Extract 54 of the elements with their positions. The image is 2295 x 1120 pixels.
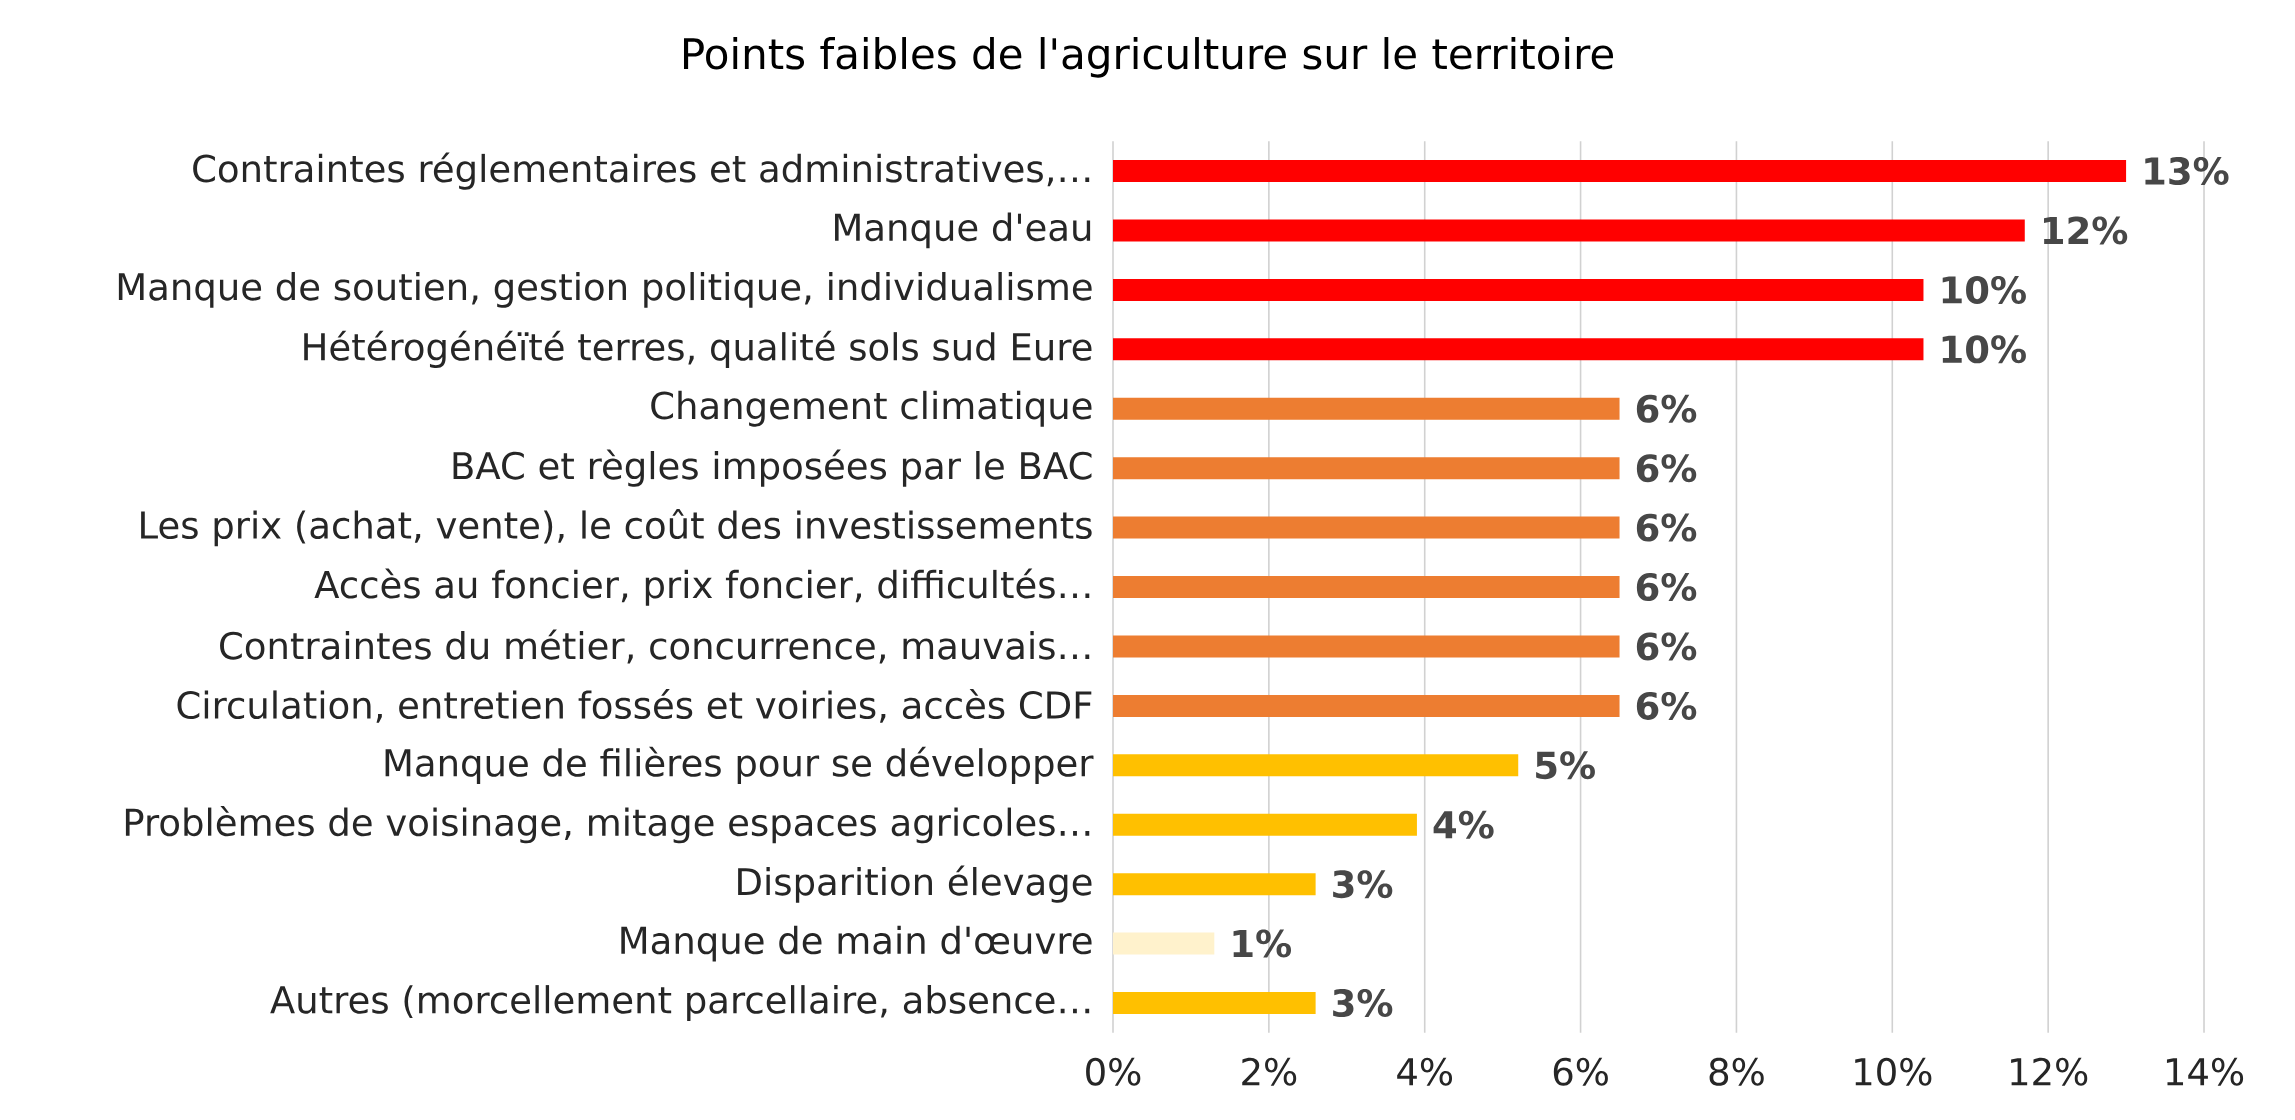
data-label: 3% (1333, 989, 1393, 1018)
bar (1113, 576, 1620, 599)
bar (1113, 813, 1417, 836)
data-label: 6% (1636, 394, 1697, 423)
data-label: 6% (1636, 454, 1697, 483)
bar (1113, 932, 1215, 955)
x-tick-label: 14% (2166, 1057, 2244, 1086)
data-label: 3% (1333, 870, 1393, 899)
data-label: 6% (1636, 513, 1697, 542)
data-label: 1% (1233, 929, 1292, 958)
bar (1113, 635, 1620, 658)
data-label: 10% (1942, 275, 2026, 304)
y-tick-label: Manque de soutien, gestion politique, individualisme (118, 271, 1092, 308)
data-label: 10% (1942, 335, 2026, 364)
bar (1113, 992, 1316, 1015)
y-tick-label: BAC et règles imposées par le BAC (453, 449, 1092, 487)
bar (1113, 457, 1620, 480)
y-tick-label: Disparition élevage (738, 865, 1092, 903)
y-tick-label: Accès au foncier, prix foncier, difficultés… (314, 568, 1090, 606)
x-tick-label: 12% (2011, 1057, 2088, 1086)
data-label: 13% (2145, 157, 2229, 186)
bar (1113, 873, 1316, 896)
x-tick-label: 10% (1855, 1057, 1932, 1086)
bar (1113, 694, 1620, 717)
bar (1113, 278, 1924, 301)
bar (1113, 338, 1924, 361)
data-label: 5% (1536, 751, 1595, 780)
y-tick-label: Circulation, entretien fossés et voiries, accès CDF (177, 688, 1092, 723)
bar (1113, 516, 1620, 539)
bar (1113, 160, 2127, 183)
y-tick-label: Problèmes de voisinage, mitage espaces agricoles… (125, 806, 1090, 844)
y-tick-label: Autres (morcellement parcellaire, absence… (270, 985, 1090, 1021)
bar (1113, 397, 1620, 420)
x-tick-label: 0% (1086, 1057, 1141, 1086)
data-label: 6% (1636, 573, 1697, 602)
data-label: 4% (1433, 810, 1494, 839)
bar (1113, 219, 2025, 242)
y-tick-label: Contraintes réglementaires et administratives,… (193, 152, 1090, 190)
bar (1113, 754, 1519, 777)
y-tick-label: Manque de main d'œuvre (621, 925, 1092, 962)
y-tick-label: Changement climatique (651, 390, 1092, 427)
data-label: 6% (1636, 632, 1697, 661)
y-tick-label: Les prix (achat, vente), le coût des investissements (141, 508, 1092, 547)
x-tick-label: 8% (1709, 1057, 1764, 1086)
y-tick-label: Manque de filières pour se développer (385, 746, 1094, 784)
x-tick-label: 4% (1397, 1057, 1453, 1086)
data-label: 6% (1636, 691, 1697, 720)
y-tick-label: Hétérogénéïté terres, qualité sols sud Eure (304, 330, 1092, 368)
data-label: 12% (2044, 216, 2128, 245)
x-tick-label: 6% (1553, 1057, 1608, 1086)
y-tick-label: Manque d'eau (835, 212, 1091, 249)
chart-title: Points faibles de l'agriculture sur le territoire (683, 37, 1614, 78)
y-tick-label: Contraintes du métier, concurrence, mauvais… (220, 629, 1090, 664)
x-tick-label: 2% (1242, 1057, 1297, 1086)
